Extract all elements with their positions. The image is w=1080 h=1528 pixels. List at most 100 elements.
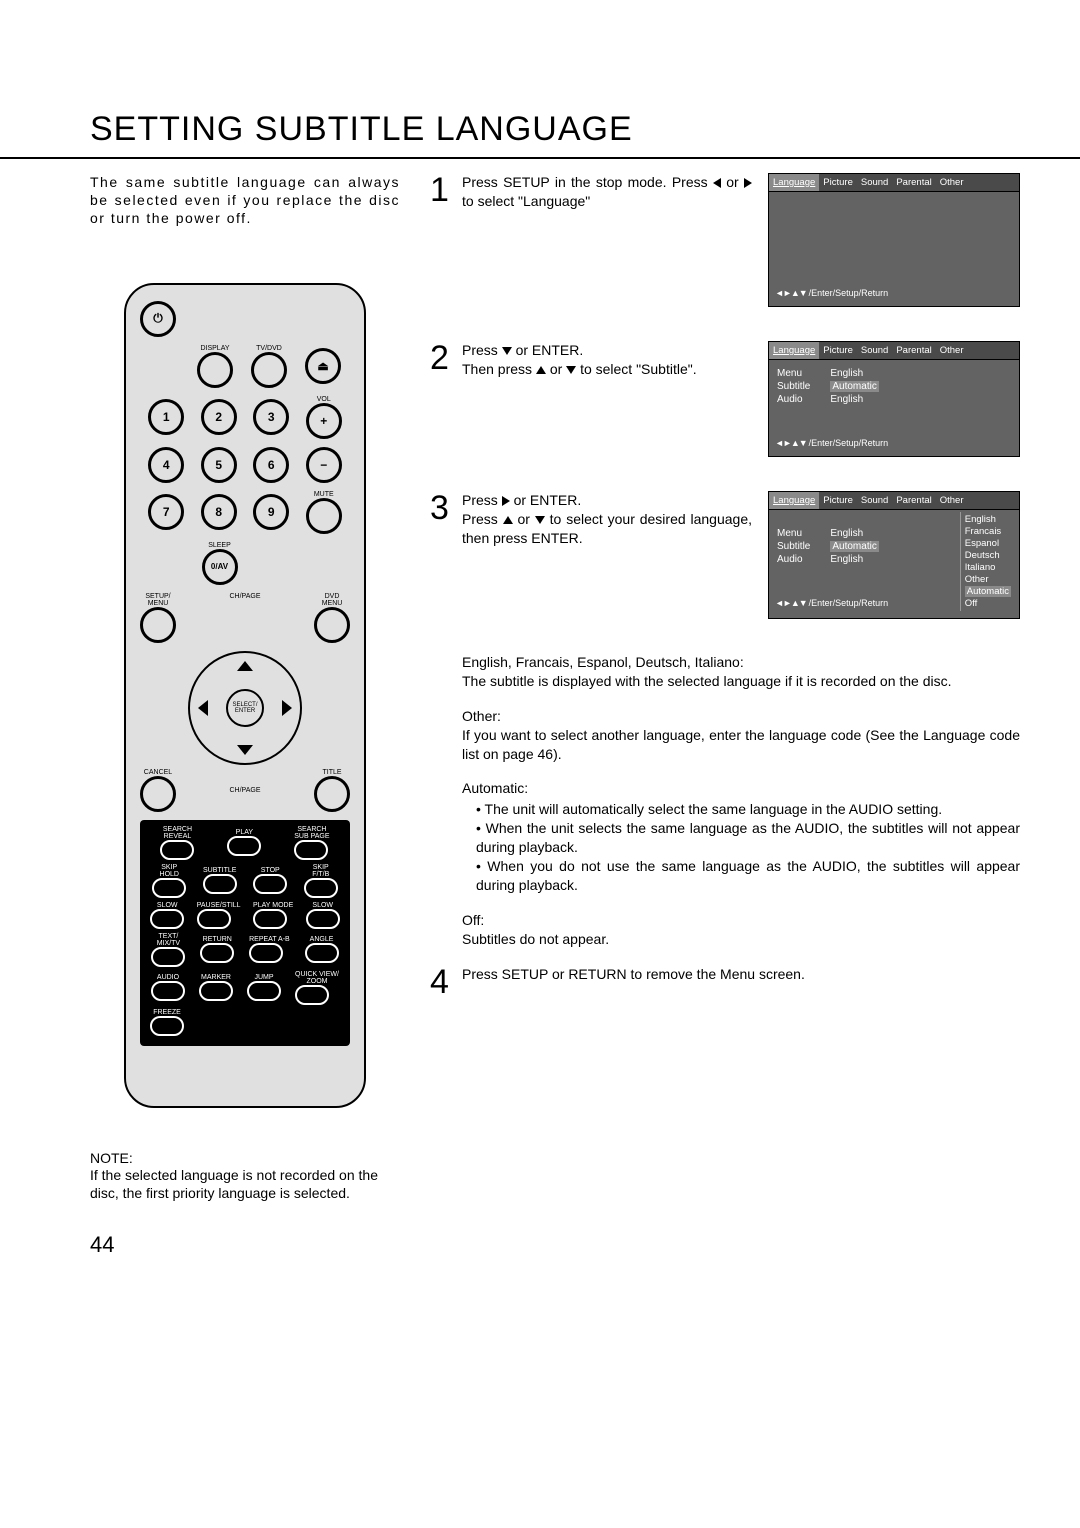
text-mix-label: TEXT/ MIX/TV: [151, 933, 185, 947]
subtitle-button: [203, 874, 237, 894]
mute-label: MUTE: [306, 491, 342, 498]
tab-other-2: Other: [936, 342, 968, 359]
playmode-label: PLAY MODE: [253, 902, 293, 909]
step-1-num: 1: [430, 173, 452, 307]
play-button: [227, 836, 261, 856]
footer-text: /Enter/Setup/Return: [809, 288, 889, 298]
sub-espanol: Espanol: [965, 538, 1011, 549]
tab-language-2: Language: [769, 342, 819, 359]
search-reveal-label: SEARCH REVEAL: [160, 826, 194, 840]
num-8: 8: [201, 494, 237, 530]
power-icon: ⏻: [140, 301, 176, 337]
num-2: 2: [201, 399, 237, 435]
tab-sound: Sound: [857, 174, 892, 191]
tab-parental-3: Parental: [892, 492, 935, 509]
submenu: English Francais Espanol Deutsch Italian…: [960, 512, 1015, 611]
right-arrow-icon-2: [502, 496, 510, 506]
slow-r-button: [306, 909, 340, 929]
down-arrow-icon: [502, 347, 512, 355]
display-label: DISPLAY: [197, 345, 233, 352]
mute-button: [306, 498, 342, 534]
quickview-button: [295, 985, 329, 1005]
arrows-icon: ◄►▲▼: [775, 288, 807, 298]
sub-off: Off: [965, 598, 1011, 609]
slow-l-button: [150, 909, 184, 929]
langs-heading: English, Francais, Espanol, Deutsch, Ita…: [462, 653, 1020, 672]
langs-desc: English, Francais, Espanol, Deutsch, Ita…: [462, 653, 1020, 691]
step-3-text: Press or ENTER. Press or to select your …: [462, 491, 758, 619]
tab-sound-2: Sound: [857, 342, 892, 359]
tab-picture-2: Picture: [819, 342, 857, 359]
angle-button: [305, 943, 339, 963]
sub-deutsch: Deutsch: [965, 550, 1011, 561]
return-button: [200, 943, 234, 963]
nav-down-icon: [237, 745, 253, 755]
freeze-button: [150, 1016, 184, 1036]
num-6: 6: [253, 447, 289, 483]
arrows-icon-2: ◄►▲▼: [775, 438, 807, 448]
step-1-text: Press SETUP in the stop mode. Press or t…: [462, 173, 758, 307]
eject-button: ⏏: [305, 348, 341, 384]
sub-francais: Francais: [965, 526, 1011, 537]
title-label: TITLE: [314, 769, 350, 776]
left-column: The same subtitle language can always be…: [90, 173, 400, 1202]
setup-menu-label: SETUP/ MENU: [140, 593, 176, 607]
nav-up-icon: [237, 661, 253, 671]
tab-sound-3: Sound: [857, 492, 892, 509]
auto-b1: The unit will automatically select the s…: [476, 800, 1020, 819]
audio-value: English: [830, 394, 878, 405]
audio-menu-label-3: Audio: [777, 554, 810, 565]
tab-other-3: Other: [936, 492, 968, 509]
s2a: Press: [462, 342, 502, 358]
note-text: If the selected language is not recorded…: [90, 1166, 400, 1202]
playmode-button: [253, 909, 287, 929]
auto-desc: Automatic: The unit will automatically s…: [462, 779, 1020, 894]
cancel-button: [140, 776, 176, 812]
dvd-menu-label: DVD MENU: [314, 593, 350, 607]
screen-1: Language Picture Sound Parental Other ◄►…: [768, 173, 1020, 307]
tab-parental-2: Parental: [892, 342, 935, 359]
other-text: If you want to select another language, …: [462, 726, 1020, 764]
step-3: 3 Press or ENTER. Press or to select you…: [430, 491, 1020, 619]
num-7: 7: [148, 494, 184, 530]
s3a: Press: [462, 492, 502, 508]
audio-menu-label: Audio: [777, 394, 810, 405]
left-arrow-icon: [713, 178, 721, 188]
sub-automatic: Automatic: [965, 586, 1011, 597]
menu-label: Menu: [777, 368, 810, 379]
dvd-menu-button: [314, 607, 350, 643]
up-arrow-icon: [536, 366, 546, 374]
right-arrow-icon: [744, 178, 752, 188]
black-band: SEARCH REVEAL PLAY SEARCH SUB PAGE SKIP …: [140, 820, 350, 1046]
tab-other: Other: [936, 174, 968, 191]
tvdvd-button: [251, 352, 287, 388]
vol-down: −: [306, 447, 342, 483]
nav-left-icon: [198, 700, 208, 716]
nav-right-icon: [282, 700, 292, 716]
off-text: Subtitles do not appear.: [462, 930, 1020, 949]
sub-other: Other: [965, 574, 1011, 585]
rewind-button: [160, 840, 194, 860]
audio-button: [151, 981, 185, 1001]
display-button: [197, 352, 233, 388]
step-4-num: 4: [430, 965, 452, 999]
step-1: 1 Press SETUP in the stop mode. Press or…: [430, 173, 1020, 307]
num-3: 3: [253, 399, 289, 435]
down-arrow-icon-3: [535, 516, 545, 524]
step-4: 4 Press SETUP or RETURN to remove the Me…: [430, 965, 1020, 999]
vol-up: +: [306, 403, 342, 439]
jump-button: [247, 981, 281, 1001]
title-button: [314, 776, 350, 812]
page-number: 44: [90, 1232, 1020, 1258]
ffwd-button: [294, 840, 328, 860]
sleep-label: SLEEP: [202, 542, 238, 549]
off-heading: Off:: [462, 911, 1020, 930]
other-heading: Other:: [462, 707, 1020, 726]
num-9: 9: [253, 494, 289, 530]
sub-english: English: [965, 514, 1011, 525]
step-4-text: Press SETUP or RETURN to remove the Menu…: [462, 965, 1020, 999]
screen-3: Language Picture Sound Parental Other Me…: [768, 491, 1020, 619]
ch-page-dn-label: CH/PAGE: [176, 787, 314, 794]
step-1-text-c: to select "Language": [462, 193, 590, 209]
freeze-label: FREEZE: [150, 1009, 184, 1016]
